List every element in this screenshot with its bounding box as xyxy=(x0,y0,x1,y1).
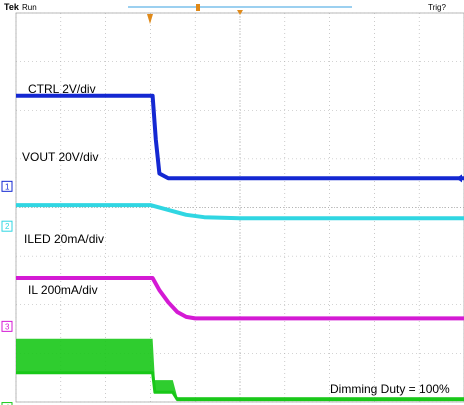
dimming-duty-annotation: Dimming Duty = 100% xyxy=(330,382,450,396)
record-position-markers xyxy=(147,4,243,24)
trace-ctrl xyxy=(16,93,464,181)
ch1-edge-marker xyxy=(456,174,462,183)
ch3-ground-marker: 3 xyxy=(1,320,13,332)
trigger-position-marker xyxy=(237,10,243,15)
trace-vout xyxy=(16,203,464,221)
trace-iled xyxy=(16,276,464,321)
ch3-label: ILED 20mA/div xyxy=(24,232,104,246)
trigger-status: Trig? xyxy=(428,3,446,12)
channel-number: 1 xyxy=(5,182,10,191)
trace-il xyxy=(16,371,464,402)
ch4-label: IL 200mA/div xyxy=(28,283,98,297)
waveform-traces: 1 2 3 4 xyxy=(1,93,464,405)
channel-number: 2 xyxy=(5,222,10,231)
ch1-label: CTRL 2V/div xyxy=(28,82,96,96)
trace-il-ripple xyxy=(16,338,464,400)
channel-number: 4 xyxy=(5,404,10,405)
ch2-ground-marker: 2 xyxy=(1,220,13,232)
channel-number: 3 xyxy=(5,322,10,331)
ch2-label: VOUT 20V/div xyxy=(22,150,98,164)
record-window-marker xyxy=(196,4,200,11)
acquisition-status: Run xyxy=(22,3,37,12)
brand-logo: Tek xyxy=(4,2,20,12)
ch1-ground-marker: 1 xyxy=(1,180,13,192)
horizontal-position-marker xyxy=(147,14,153,24)
ch4-ground-marker: 4 xyxy=(1,402,13,405)
